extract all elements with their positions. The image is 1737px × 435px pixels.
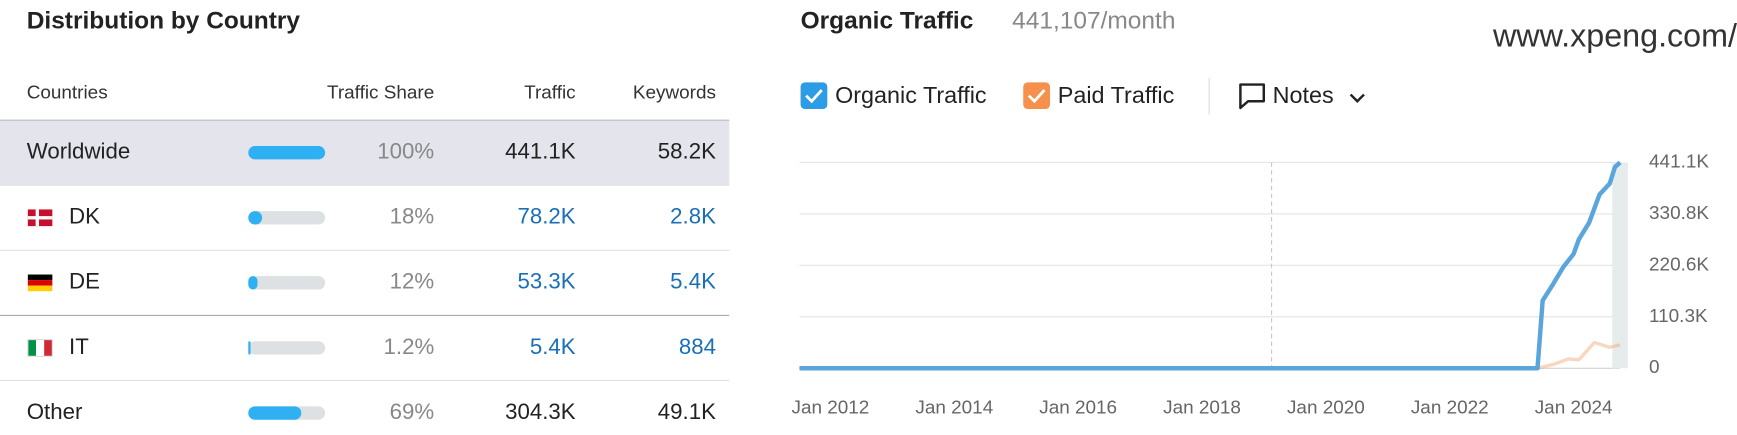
chevron bbox=[1349, 93, 1365, 103]
share-bar bbox=[248, 211, 263, 225]
share-label: 18% bbox=[390, 204, 435, 229]
traffic-value: 441.1K bbox=[505, 139, 576, 164]
country-name: IT bbox=[69, 334, 89, 359]
keywords-value: 49.1K bbox=[658, 399, 716, 424]
notes-icon bbox=[1239, 83, 1266, 110]
share-label: 100% bbox=[377, 139, 434, 164]
traffic-value[interactable]: 53.3K bbox=[517, 269, 575, 294]
traffic-value[interactable]: 78.2K bbox=[517, 204, 575, 229]
country-name: DE bbox=[69, 269, 100, 294]
x-tick-label: Jan 2020 bbox=[1287, 397, 1365, 418]
share-bar bbox=[248, 406, 302, 420]
flag bbox=[27, 285, 53, 292]
series-line bbox=[1537, 340, 1621, 370]
x-tick-label: Jan 2016 bbox=[1039, 397, 1117, 418]
x-tick-label: Jan 2022 bbox=[1411, 397, 1489, 418]
row-highlight bbox=[0, 120, 730, 186]
check-icon bbox=[805, 89, 823, 104]
x-tick-label: Jan 2012 bbox=[792, 397, 870, 418]
flag bbox=[27, 339, 53, 357]
share-label: 1.2% bbox=[384, 334, 435, 359]
notes-button[interactable]: Notes bbox=[1273, 82, 1334, 108]
keywords-value[interactable]: 5.4K bbox=[670, 269, 716, 294]
y-tick-label: 441.1K bbox=[1649, 151, 1709, 172]
chart-title: Organic Traffic bbox=[801, 8, 974, 35]
flag bbox=[27, 274, 53, 281]
country-name: DK bbox=[69, 204, 100, 229]
y-tick-label: 110.3K bbox=[1649, 306, 1708, 327]
share-label: 69% bbox=[390, 399, 435, 424]
x-tick-label: Jan 2018 bbox=[1163, 397, 1241, 418]
share-track bbox=[248, 341, 326, 355]
legend-label[interactable]: Paid Traffic bbox=[1058, 82, 1175, 108]
x-tick-label: Jan 2014 bbox=[915, 397, 993, 418]
flag bbox=[27, 339, 37, 357]
share-track bbox=[248, 276, 326, 290]
flag bbox=[27, 280, 53, 286]
flag bbox=[27, 216, 53, 220]
y-tick-label: 330.8K bbox=[1649, 203, 1709, 224]
country-name: Worldwide bbox=[27, 139, 131, 164]
keywords-value[interactable]: 2.8K bbox=[670, 204, 716, 229]
share-label: 12% bbox=[390, 269, 435, 294]
y-tick-label: 0 bbox=[1649, 357, 1660, 378]
share-bar bbox=[248, 276, 258, 290]
column-header: Countries bbox=[27, 82, 108, 103]
country-name: Other bbox=[27, 399, 83, 424]
keywords-value[interactable]: 884 bbox=[679, 334, 716, 359]
keywords-value: 58.2K bbox=[658, 139, 716, 164]
x-tick-label: Jan 2024 bbox=[1535, 397, 1613, 418]
column-header: Traffic bbox=[524, 82, 576, 103]
column-header: Traffic Share bbox=[327, 82, 434, 103]
legend-label[interactable]: Organic Traffic bbox=[835, 82, 987, 108]
share-bar bbox=[248, 146, 326, 160]
y-tick-label: 220.6K bbox=[1649, 254, 1709, 275]
checkbox[interactable] bbox=[1023, 82, 1050, 110]
column-header: Keywords bbox=[633, 82, 716, 103]
shade-band bbox=[1612, 162, 1628, 369]
chart-subtitle: 441,107/month bbox=[1012, 8, 1175, 35]
table-title: Distribution by Country bbox=[27, 8, 301, 35]
share-track bbox=[248, 211, 326, 225]
series-line bbox=[799, 160, 1622, 371]
site-url: www.xpeng.com/ bbox=[1492, 17, 1737, 53]
share-bar bbox=[248, 341, 251, 355]
traffic-value: 304.3K bbox=[505, 399, 576, 424]
traffic-value[interactable]: 5.4K bbox=[530, 334, 576, 359]
flag bbox=[36, 339, 45, 357]
check-icon bbox=[1027, 89, 1046, 104]
flag bbox=[44, 339, 53, 357]
checkbox[interactable] bbox=[800, 82, 828, 110]
